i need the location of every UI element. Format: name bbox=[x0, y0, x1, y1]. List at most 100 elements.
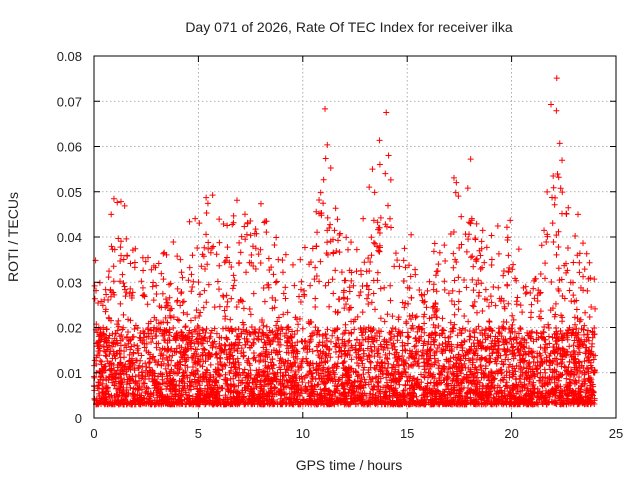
scatter-point bbox=[576, 259, 583, 266]
scatter-point bbox=[221, 307, 228, 314]
scatter-point bbox=[298, 278, 305, 285]
scatter-point bbox=[436, 249, 443, 256]
scatter-point bbox=[507, 335, 514, 342]
scatter-point bbox=[207, 249, 214, 256]
scatter-point bbox=[581, 358, 588, 365]
scatter-point bbox=[470, 287, 477, 294]
scatter-point bbox=[495, 284, 502, 291]
scatter-point bbox=[432, 272, 439, 279]
scatter-point bbox=[235, 326, 242, 333]
scatter-point bbox=[467, 333, 474, 340]
scatter-point bbox=[274, 327, 281, 334]
scatter-point bbox=[170, 325, 177, 332]
scatter-point bbox=[505, 364, 512, 371]
scatter-point bbox=[248, 252, 255, 259]
scatter-point bbox=[553, 232, 560, 239]
scatter-point bbox=[297, 298, 304, 305]
scatter-point bbox=[553, 107, 560, 114]
scatter-point bbox=[106, 268, 113, 275]
scatter-point bbox=[471, 343, 478, 350]
scatter-point bbox=[421, 329, 428, 336]
scatter-point bbox=[547, 101, 554, 108]
scatter-point bbox=[555, 174, 562, 181]
scatter-point bbox=[118, 252, 125, 259]
scatter-point bbox=[223, 292, 230, 299]
scatter-point bbox=[348, 318, 355, 325]
scatter-point bbox=[117, 337, 124, 344]
scatter-point bbox=[233, 197, 240, 204]
scatter-point bbox=[352, 316, 359, 323]
scatter-point bbox=[541, 275, 548, 282]
scatter-point bbox=[332, 343, 339, 350]
scatter-point bbox=[439, 341, 446, 348]
scatter-point bbox=[571, 347, 578, 354]
scatter-point bbox=[246, 306, 253, 313]
scatter-point bbox=[277, 366, 284, 373]
scatter-point bbox=[387, 282, 394, 289]
scatter-point bbox=[272, 297, 279, 304]
scatter-point bbox=[247, 311, 254, 318]
scatter-point bbox=[297, 286, 304, 293]
scatter-point bbox=[472, 399, 479, 406]
scatter-point bbox=[346, 386, 353, 393]
scatter-point bbox=[139, 284, 146, 291]
scatter-point bbox=[496, 295, 503, 302]
scatter-point bbox=[263, 323, 270, 330]
scatter-point bbox=[167, 314, 174, 321]
scatter-point bbox=[547, 366, 554, 373]
scatter-point bbox=[483, 244, 490, 251]
scatter-point bbox=[116, 333, 123, 340]
scatter-point bbox=[412, 314, 419, 321]
scatter-point bbox=[454, 366, 461, 373]
scatter-point bbox=[351, 379, 358, 386]
scatter-point bbox=[553, 325, 560, 332]
scatter-point bbox=[545, 333, 552, 340]
scatter-point bbox=[573, 360, 580, 367]
scatter-point bbox=[159, 355, 166, 362]
scatter-point bbox=[201, 287, 208, 294]
scatter-point bbox=[478, 280, 485, 287]
scatter-point bbox=[371, 335, 378, 342]
scatter-point bbox=[400, 361, 407, 368]
scatter-point bbox=[322, 105, 329, 112]
scatter-point bbox=[572, 233, 579, 240]
scatter-point bbox=[331, 227, 338, 234]
scatter-point bbox=[174, 298, 181, 305]
scatter-point bbox=[383, 109, 390, 116]
scatter-point bbox=[148, 266, 155, 273]
scatter-point bbox=[203, 231, 210, 238]
scatter-point bbox=[424, 360, 431, 367]
scatter-point bbox=[273, 347, 280, 354]
scatter-point bbox=[470, 263, 477, 270]
scatter-point bbox=[273, 322, 280, 329]
scatter-point bbox=[283, 330, 290, 337]
scatter-point bbox=[316, 375, 323, 382]
scatter-point bbox=[365, 291, 372, 298]
scatter-point bbox=[447, 319, 454, 326]
scatter-point bbox=[402, 382, 409, 389]
scatter-point bbox=[146, 364, 153, 371]
scatter-point bbox=[584, 287, 591, 294]
scatter-point bbox=[178, 269, 185, 276]
scatter-point bbox=[515, 246, 522, 253]
scatter-point bbox=[366, 352, 373, 359]
scatter-point bbox=[395, 353, 402, 360]
scatter-point bbox=[555, 228, 562, 235]
scatter-point bbox=[461, 360, 468, 367]
scatter-point bbox=[299, 325, 306, 332]
scatter-point bbox=[237, 249, 244, 256]
scatter-point bbox=[386, 215, 393, 222]
scatter-point bbox=[406, 262, 413, 269]
scatter-point bbox=[503, 379, 510, 386]
scatter-point bbox=[327, 221, 334, 228]
scatter-point bbox=[353, 337, 360, 344]
scatter-point bbox=[557, 185, 564, 192]
scatter-point bbox=[138, 369, 145, 376]
scatter-point bbox=[163, 251, 170, 258]
scatter-point bbox=[220, 221, 227, 228]
scatter-point bbox=[537, 308, 544, 315]
scatter-point bbox=[205, 281, 212, 288]
scatter-point bbox=[281, 377, 288, 384]
scatter-point bbox=[385, 360, 392, 367]
scatter-point bbox=[174, 253, 181, 260]
